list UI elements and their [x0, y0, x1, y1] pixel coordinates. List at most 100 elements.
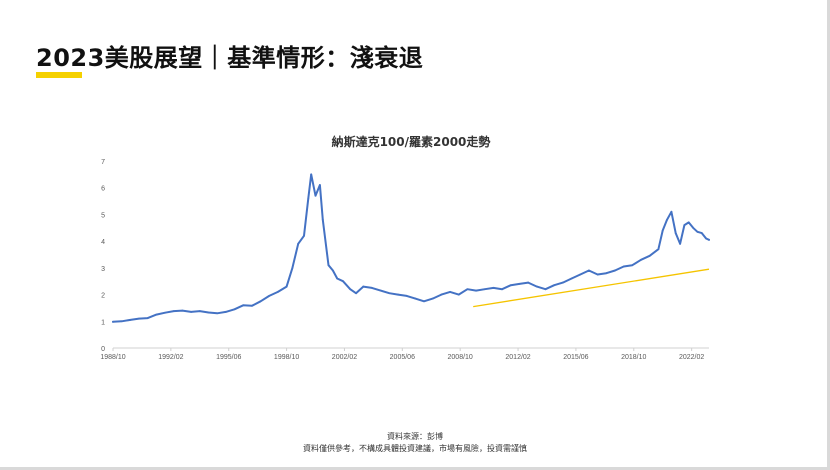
data-point	[466, 288, 469, 291]
slide-right-edge	[827, 0, 830, 470]
y-tick-label: 5	[101, 212, 105, 219]
data-point	[371, 286, 373, 289]
data-point	[146, 317, 149, 319]
x-tick-label: 1998/10	[274, 354, 299, 361]
x-axis: 1988/10 1992/02 1995/06 1998/10 2002/02 2005/…	[100, 347, 709, 361]
data-point	[120, 320, 123, 323]
data-point	[331, 269, 334, 272]
y-tick-label: 6	[101, 186, 105, 193]
data-point	[342, 280, 344, 283]
data-point	[297, 242, 300, 245]
data-point	[696, 230, 699, 233]
data-point	[277, 291, 279, 293]
data-point	[307, 197, 310, 200]
data-point	[475, 289, 477, 292]
data-point	[172, 310, 175, 313]
series-group	[112, 173, 710, 323]
slide-title: 2023美股展望｜基準情形：淺衰退	[36, 44, 424, 72]
data-point	[561, 281, 564, 284]
data-point	[596, 273, 599, 276]
x-tick-label: 1988/10	[100, 354, 125, 361]
slide-bottom-edge	[0, 467, 830, 470]
data-point	[666, 218, 668, 221]
data-point	[314, 194, 317, 197]
data-point	[570, 277, 573, 280]
data-point	[553, 284, 556, 287]
x-tick-label: 2022/02	[679, 354, 704, 361]
disclaimer: 資料僅供參考，不構成具體投資建議，市場有風險，投資需謹慎	[303, 444, 527, 453]
y-tick-label: 3	[101, 266, 105, 273]
x-tick-label: 2008/10	[448, 354, 473, 361]
data-point	[700, 232, 703, 235]
data-point	[631, 264, 634, 267]
x-tick-label: 2015/06	[563, 354, 588, 361]
data-point	[683, 224, 686, 227]
data-point	[679, 242, 681, 245]
x-tick-label: 2002/02	[332, 354, 357, 361]
data-point	[705, 237, 708, 240]
data-point	[614, 269, 616, 272]
data-point	[414, 297, 417, 300]
data-point	[224, 311, 227, 313]
data-point	[112, 320, 114, 323]
series-line	[112, 173, 710, 323]
data-point	[605, 272, 608, 275]
data-point	[164, 311, 166, 314]
data-point	[155, 313, 158, 316]
y-tick-label: 2	[101, 293, 105, 300]
data-point	[318, 184, 321, 186]
data-point	[327, 264, 330, 267]
data-point	[198, 310, 201, 313]
data-point	[527, 281, 530, 284]
data-point	[310, 173, 313, 176]
data-point	[138, 317, 140, 320]
data-point	[388, 292, 391, 295]
data-point	[661, 229, 664, 232]
y-tick-label: 4	[101, 239, 105, 246]
data-point	[216, 312, 219, 315]
data-point	[483, 288, 486, 291]
y-tick-label: 1	[101, 319, 105, 326]
data-point	[362, 285, 365, 288]
data-point	[544, 288, 547, 291]
data-point	[379, 289, 382, 292]
data-point	[181, 309, 184, 312]
trend-line	[473, 268, 710, 308]
data-point	[670, 210, 673, 213]
data-point	[648, 254, 651, 257]
y-axis: 0 1 2 3 4 5 6 7	[101, 159, 105, 353]
y-tick-label: 7	[101, 159, 105, 166]
data-point	[622, 265, 625, 268]
data-point	[674, 232, 677, 235]
data-point	[355, 292, 357, 295]
data-point	[291, 266, 294, 269]
data-point	[321, 218, 324, 221]
data-point	[692, 226, 694, 229]
y-tick-label: 0	[101, 346, 105, 353]
x-tick-label: 1995/06	[216, 354, 241, 361]
data-point	[588, 269, 590, 272]
title-underline	[36, 72, 82, 78]
data-point	[492, 286, 495, 289]
x-tick-label: 1992/02	[158, 354, 183, 361]
x-tick-label: 2018/10	[621, 354, 646, 361]
data-point	[268, 295, 271, 297]
data-point	[242, 304, 245, 307]
data-point	[233, 308, 236, 311]
x-tick-label: 2012/02	[505, 354, 530, 361]
data-point	[640, 258, 642, 261]
data-point	[423, 300, 425, 303]
data-point	[708, 238, 710, 241]
data-point	[285, 285, 288, 288]
data-point	[207, 311, 210, 314]
data-point	[259, 300, 262, 303]
data-point	[405, 295, 408, 297]
data-point	[303, 234, 305, 237]
data-point	[457, 293, 460, 296]
data-point	[397, 293, 399, 296]
data-point	[449, 291, 451, 293]
data-point	[431, 297, 434, 300]
data-point	[687, 221, 690, 224]
data-point	[579, 273, 582, 276]
